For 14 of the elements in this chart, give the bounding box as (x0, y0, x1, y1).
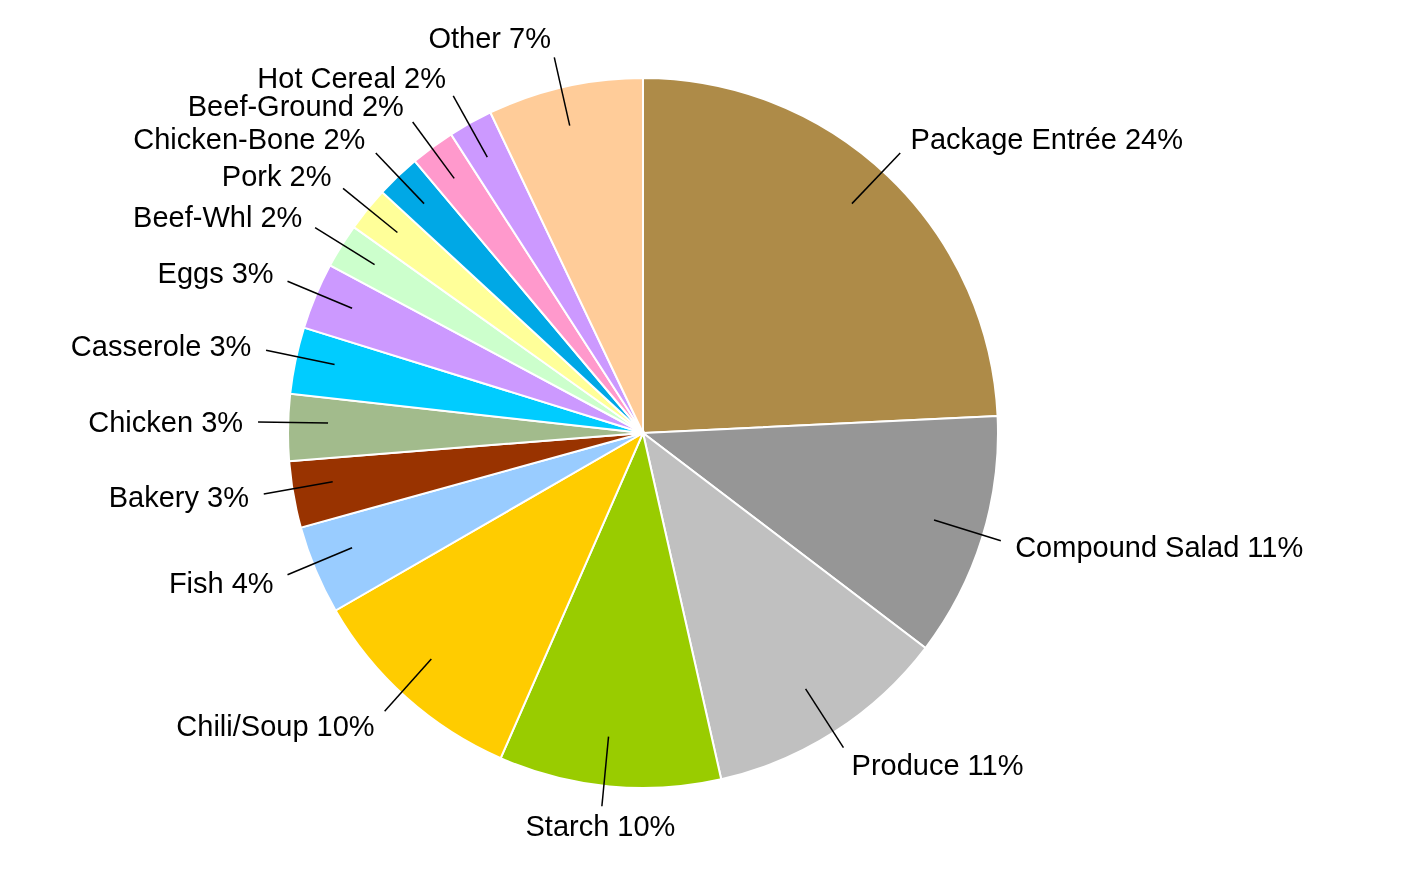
slice-label: Fish 4% (168, 566, 274, 599)
slice-label: Beef-Whl 2% (133, 201, 303, 234)
slice-label: Compound Salad 11% (1015, 530, 1304, 563)
slice-label: Produce 11% (851, 748, 1024, 781)
slice-label: Bakery 3% (108, 481, 249, 514)
slice-label: Chili/Soup 10% (176, 710, 375, 743)
slice-label: Pork 2% (221, 159, 332, 192)
slice-label: Chicken-Bone 2% (133, 122, 366, 155)
slice-label: Other 7% (428, 21, 551, 54)
slice-label: Starch 10% (525, 810, 676, 843)
slice-label: Package Entrée 24% (910, 122, 1184, 155)
slice-label: Chicken 3% (88, 405, 244, 438)
slice-label: Eggs 3% (157, 257, 274, 290)
slice-label: Casserole 3% (70, 330, 252, 363)
